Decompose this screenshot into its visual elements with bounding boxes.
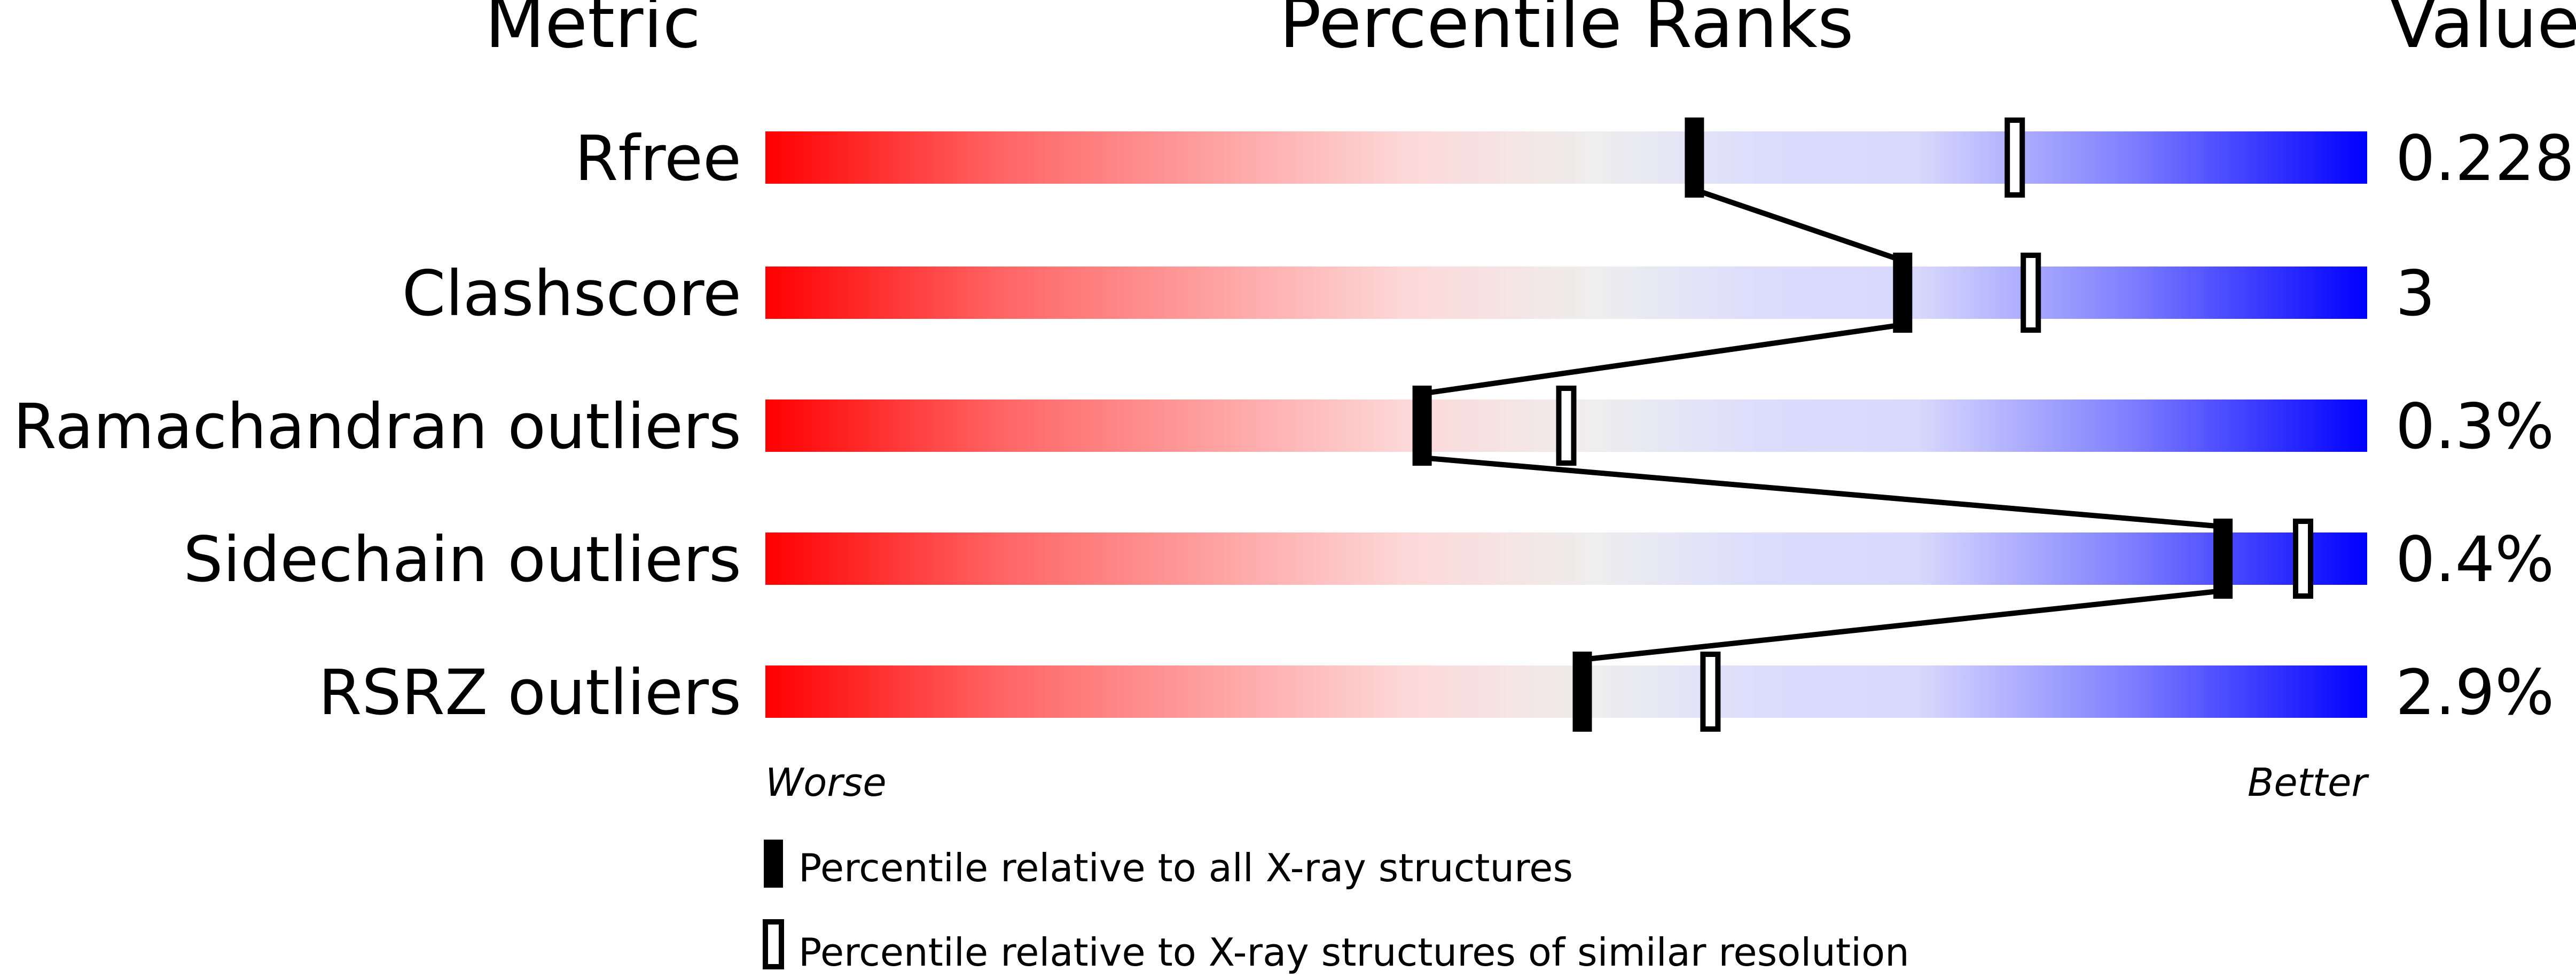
metric-value: 0.3% [2395,390,2554,463]
metric-value: 0.4% [2395,523,2554,596]
metric-label: RSRZ outliers [318,656,741,729]
marker-similar-resolution [2293,519,2314,599]
legend-all-marker [764,840,783,888]
metric-value: 2.9% [2395,656,2554,729]
legend-all-label: Percentile relative to all X-ray structu… [798,845,1573,890]
metric-label: Rfree [575,122,741,195]
percentile-bar [765,131,2367,184]
marker-all-structures [1893,253,1913,333]
metric-label: Ramachandran outliers [13,390,742,463]
marker-all-structures [1572,652,1592,732]
axis-label-worse: Worse [765,760,887,805]
marker-similar-resolution [1556,386,1577,466]
header-value: Value [2389,0,2576,64]
percentile-bar [765,267,2367,319]
connector-line [1422,455,2223,529]
metric-label: Clashscore [402,257,741,330]
marker-all-structures [1685,118,1704,198]
connector-line [1581,588,2223,662]
percentile-bar [765,532,2367,585]
header-metric: Metric [485,0,701,64]
axis-label-better: Better [2248,760,2369,805]
marker-similar-resolution [2021,253,2041,333]
legend-similar-marker [763,919,784,969]
marker-similar-resolution [2005,118,2025,198]
marker-all-structures [2213,519,2233,599]
marker-all-structures [1412,386,1432,466]
metric-value: 0.228 [2395,122,2574,195]
connector-line [1421,322,1903,396]
percentile-bar [765,665,2367,718]
marker-similar-resolution [1700,652,1721,732]
header-percentile-ranks: Percentile Ranks [1279,0,1853,64]
connector-line [1693,187,1904,263]
metric-label: Sidechain outliers [183,523,741,596]
legend-similar-label: Percentile relative to X-ray structures … [798,930,1909,975]
metric-value: 3 [2395,257,2435,330]
